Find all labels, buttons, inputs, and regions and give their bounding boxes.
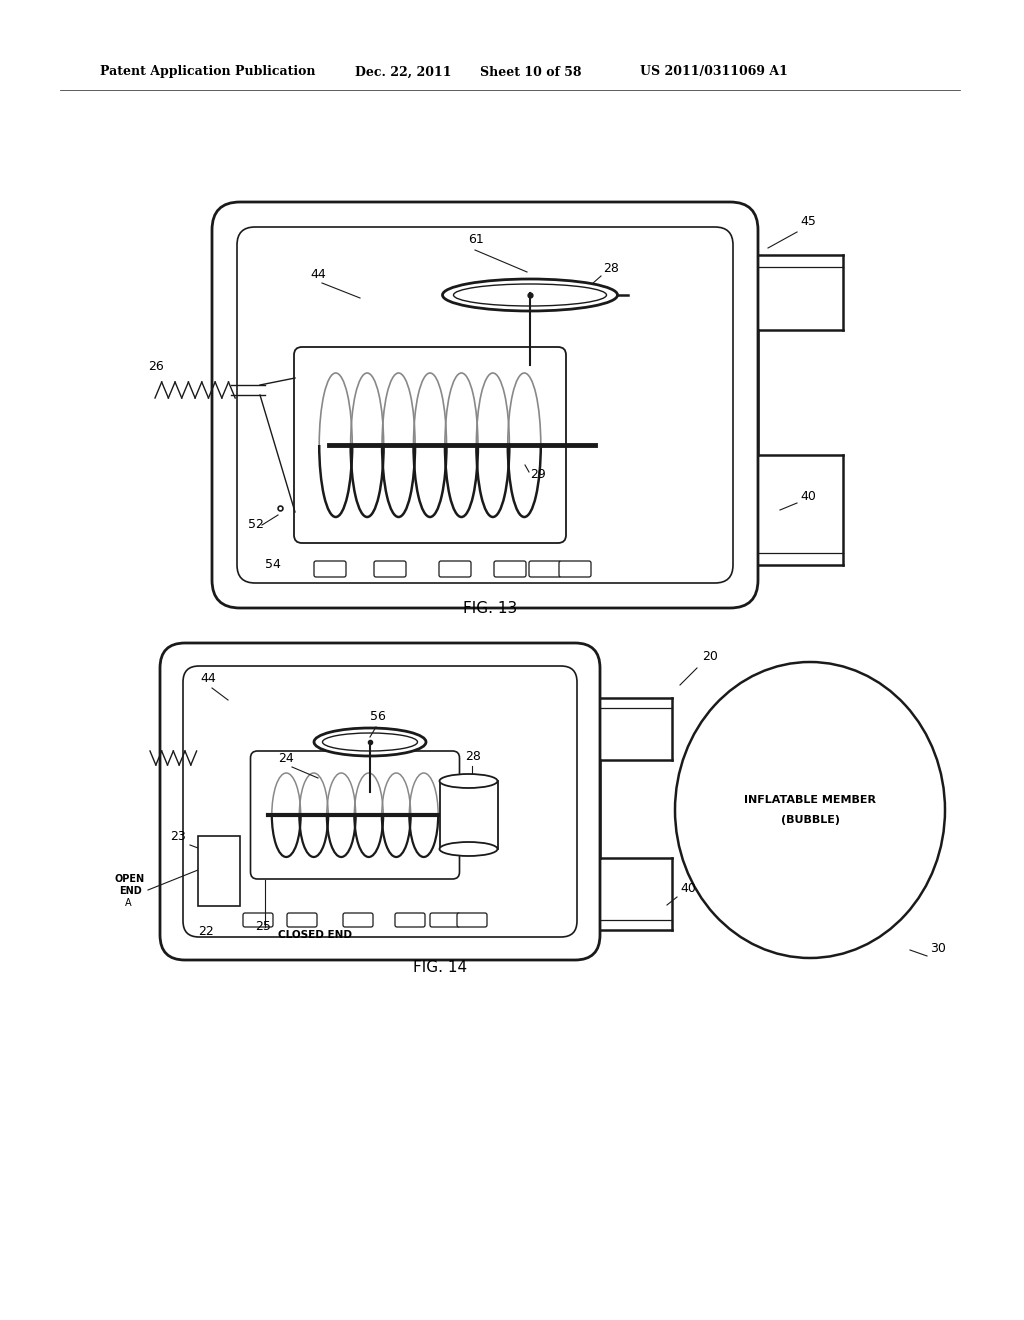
FancyBboxPatch shape [559, 561, 591, 577]
Ellipse shape [442, 279, 617, 312]
Ellipse shape [439, 842, 498, 855]
Text: A: A [216, 850, 221, 859]
Text: 44: 44 [200, 672, 216, 685]
Text: 44: 44 [310, 268, 326, 281]
Text: 29: 29 [530, 469, 546, 480]
Text: CLOSED END: CLOSED END [278, 931, 352, 940]
Text: 28: 28 [465, 750, 481, 763]
FancyBboxPatch shape [430, 913, 460, 927]
Text: 23: 23 [170, 830, 185, 843]
FancyBboxPatch shape [374, 561, 406, 577]
FancyBboxPatch shape [314, 561, 346, 577]
Text: 25: 25 [255, 920, 271, 933]
Text: A: A [125, 898, 132, 908]
Text: 45: 45 [800, 215, 816, 228]
Text: OPEN: OPEN [115, 874, 145, 884]
Ellipse shape [675, 663, 945, 958]
FancyBboxPatch shape [212, 202, 758, 609]
Text: 40: 40 [800, 490, 816, 503]
Text: 61: 61 [468, 234, 483, 246]
FancyBboxPatch shape [529, 561, 561, 577]
Text: 56: 56 [370, 710, 386, 723]
Ellipse shape [314, 729, 426, 756]
FancyBboxPatch shape [343, 913, 373, 927]
FancyBboxPatch shape [287, 913, 317, 927]
Text: FIG. 13: FIG. 13 [463, 601, 517, 616]
Text: (BUBBLE): (BUBBLE) [780, 814, 840, 825]
Text: 4: 4 [216, 838, 221, 847]
FancyBboxPatch shape [395, 913, 425, 927]
Text: 20: 20 [702, 649, 718, 663]
Text: INFLATABLE MEMBER: INFLATABLE MEMBER [744, 795, 876, 805]
FancyBboxPatch shape [160, 643, 600, 960]
Ellipse shape [439, 774, 498, 788]
Text: 22: 22 [198, 925, 214, 939]
Text: END: END [119, 886, 141, 896]
Text: 54: 54 [265, 558, 281, 572]
Text: 28: 28 [603, 261, 618, 275]
FancyBboxPatch shape [494, 561, 526, 577]
Text: Dec. 22, 2011: Dec. 22, 2011 [355, 66, 452, 78]
Text: B: B [216, 862, 221, 871]
FancyBboxPatch shape [457, 913, 487, 927]
Text: 24: 24 [278, 752, 294, 766]
Text: 40: 40 [680, 882, 696, 895]
Text: Patent Application Publication: Patent Application Publication [100, 66, 315, 78]
Text: Sheet 10 of 58: Sheet 10 of 58 [480, 66, 582, 78]
Bar [198, 836, 240, 906]
Text: 26: 26 [148, 360, 164, 374]
Bar [439, 781, 498, 849]
Text: US 2011/0311069 A1: US 2011/0311069 A1 [640, 66, 787, 78]
Text: FIG. 14: FIG. 14 [413, 960, 467, 975]
Text: 30: 30 [930, 942, 946, 954]
FancyBboxPatch shape [439, 561, 471, 577]
Text: 52: 52 [248, 517, 264, 531]
FancyBboxPatch shape [243, 913, 273, 927]
